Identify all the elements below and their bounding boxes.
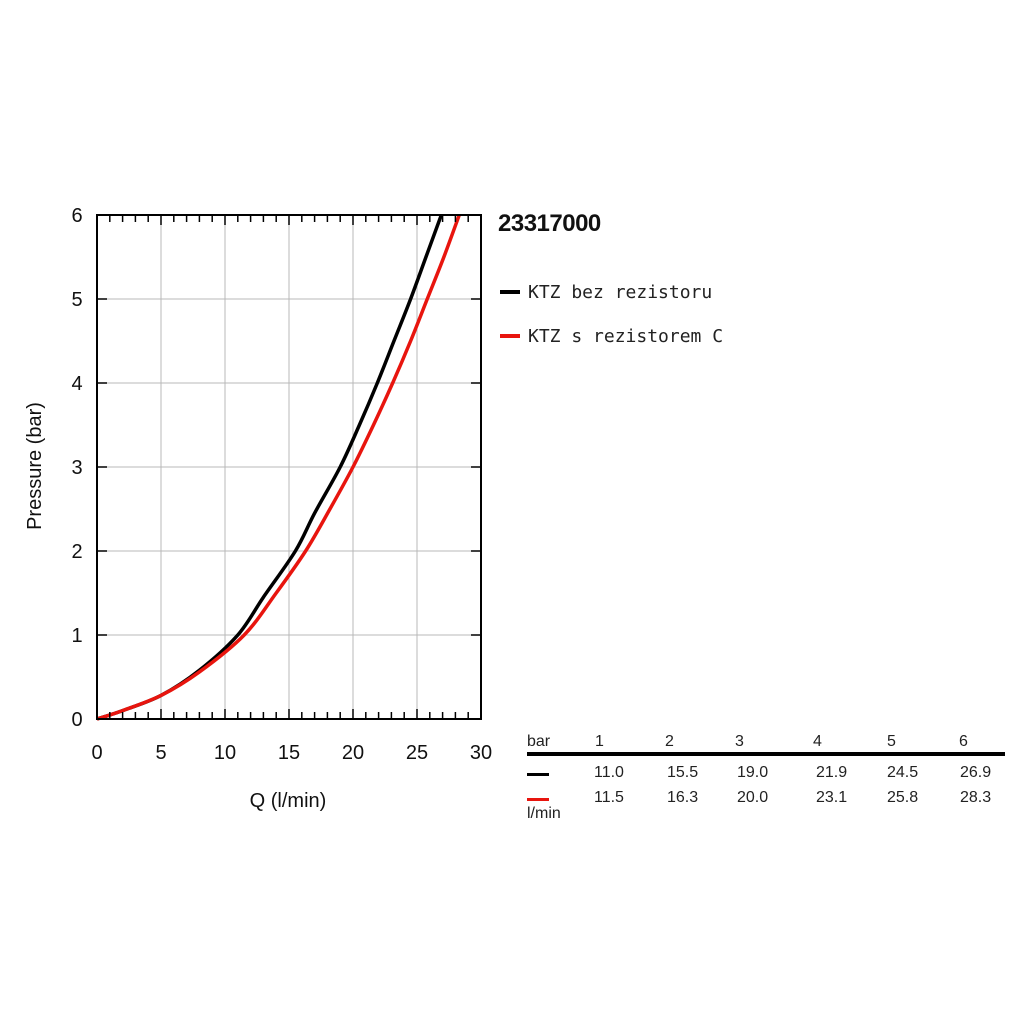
table-row-swatch-red (527, 798, 549, 801)
table-cell: 28.3 (960, 789, 992, 806)
x-tick-label: 15 (278, 742, 300, 764)
x-tick-label: 10 (214, 742, 236, 764)
table-cell: 11.5 (594, 789, 624, 806)
x-tick-label: 5 (155, 742, 166, 764)
y-tick-label: 3 (71, 457, 82, 479)
table-cell: 25.8 (887, 789, 919, 806)
table-cell: 15.5 (667, 764, 699, 781)
x-axis-title: Q (l/min) (250, 790, 327, 812)
legend-label: KTZ s rezistorem C (528, 325, 724, 347)
table-header-cell: 3 (735, 733, 744, 750)
table-header-cell: 2 (665, 733, 674, 750)
chart-curves (96, 214, 461, 721)
table-header-cell: 4 (813, 733, 822, 750)
chart-tick-labels: 0 5 10 15 20 25 30 0 1 2 3 4 5 6 (71, 205, 492, 764)
table-cell: 26.9 (960, 764, 992, 781)
y-tick-label: 1 (71, 625, 82, 647)
table-cell: 20.0 (737, 789, 769, 806)
chart-legend: KTZ bez rezistoru KTZ s rezistorem C (500, 270, 723, 358)
table-cell: 21.9 (816, 764, 848, 781)
table-row: 11.5 16.3 20.0 23.1 25.8 28.3 (527, 787, 1005, 812)
table-cell: 16.3 (667, 789, 699, 806)
x-tick-label: 0 (91, 742, 102, 764)
table-header-label: bar (527, 733, 551, 750)
flow-rate-table: bar 1 2 3 4 5 6 11.0 15.5 19.0 21.9 24.5… (527, 733, 1005, 822)
legend-swatch-red (500, 334, 520, 338)
table-cell: 19.0 (737, 764, 769, 781)
legend-swatch-black (500, 290, 520, 294)
y-tick-label: 2 (71, 541, 82, 563)
table-header-cell: 6 (959, 733, 968, 750)
table-cell: 11.0 (594, 764, 624, 781)
y-tick-label: 6 (71, 205, 82, 227)
chart-grid (97, 215, 481, 719)
x-tick-label: 20 (342, 742, 364, 764)
y-tick-label: 4 (71, 373, 82, 395)
legend-label: KTZ bez rezistoru (528, 281, 713, 303)
table-header-row: bar 1 2 3 4 5 6 (527, 733, 1005, 756)
table-cell: 23.1 (816, 789, 848, 806)
x-tick-label: 25 (406, 742, 428, 764)
table-row: 11.0 15.5 19.0 21.9 24.5 26.9 (527, 762, 1005, 787)
table-row-swatch-black (527, 773, 549, 776)
table-header-cell: 1 (595, 733, 604, 750)
y-tick-label: 5 (71, 289, 82, 311)
table-cell: 24.5 (887, 764, 919, 781)
x-tick-label: 30 (470, 742, 492, 764)
table-unit-label: l/min (527, 805, 561, 822)
series-line-ktz-s-rezistorem-c (96, 214, 461, 721)
legend-item-red: KTZ s rezistorem C (500, 314, 723, 358)
table-header-cell: 5 (887, 733, 896, 750)
legend-item-black: KTZ bez rezistoru (500, 270, 723, 314)
chart-title: 23317000 (498, 210, 601, 237)
y-tick-label: 0 (71, 709, 82, 731)
chart-ticks (96, 214, 482, 720)
y-axis-title: Pressure (bar) (24, 402, 46, 530)
